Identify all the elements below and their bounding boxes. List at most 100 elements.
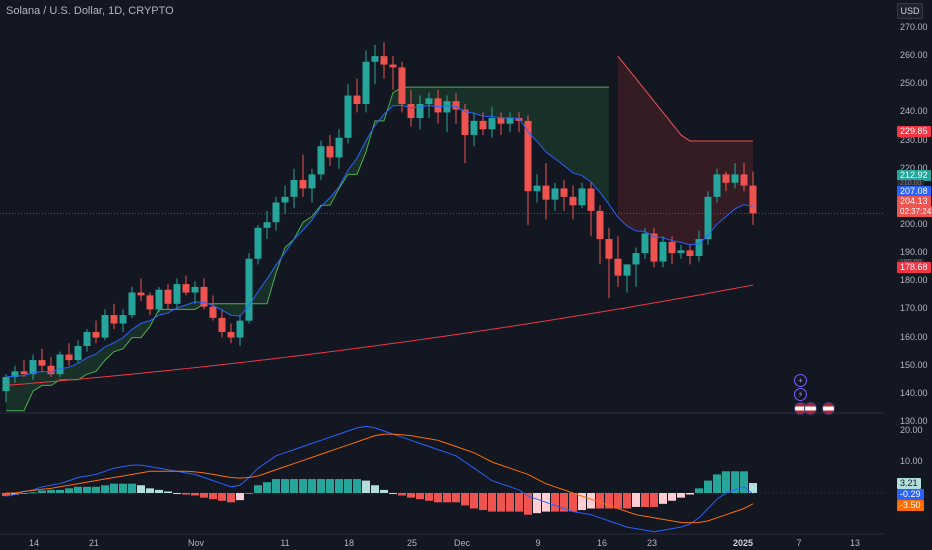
candle-body xyxy=(308,174,316,189)
histogram-bar xyxy=(11,493,19,495)
plus-circle-icon[interactable]: + xyxy=(794,374,807,387)
price-tick: 190.00 xyxy=(900,247,928,258)
candle-body xyxy=(542,185,550,200)
macd-line xyxy=(5,425,754,533)
candle-body xyxy=(65,354,73,361)
upper-channel-label: 229.85 xyxy=(897,126,931,137)
candle-body xyxy=(479,120,487,130)
histogram-bar xyxy=(443,493,451,503)
histogram-bar xyxy=(641,493,649,507)
candle-body xyxy=(524,120,532,192)
histogram-bar xyxy=(650,493,658,507)
lightning-icon[interactable]: ⚡ xyxy=(794,388,807,401)
histogram-bar xyxy=(164,491,172,493)
histogram-bar xyxy=(533,493,541,514)
histogram-bar xyxy=(83,486,91,493)
candle-body xyxy=(362,61,370,104)
histogram-bar xyxy=(218,493,226,501)
price-tick: 160.00 xyxy=(900,331,928,342)
histogram-bar xyxy=(299,479,307,493)
histogram-bar xyxy=(587,493,595,509)
histogram-bar xyxy=(380,489,388,493)
histogram-bar xyxy=(497,493,505,512)
time-tick: 21 xyxy=(88,538,100,548)
candle-body xyxy=(155,289,163,310)
histogram-bar xyxy=(182,493,190,495)
price-tick: 240.00 xyxy=(900,106,928,117)
price-tick: 270.00 xyxy=(900,22,928,32)
histogram-bar xyxy=(515,493,523,512)
candle-body xyxy=(650,233,658,262)
histogram-bar xyxy=(191,493,199,496)
histogram-bar xyxy=(290,479,298,493)
histogram-bar xyxy=(677,493,685,498)
time-tick: 2025 xyxy=(732,538,754,548)
histogram-bar xyxy=(713,474,721,493)
candle-body xyxy=(281,196,289,203)
candle-body xyxy=(488,118,496,130)
candle-body xyxy=(713,174,721,197)
symbol-title[interactable]: Solana / U.S. Dollar, 1D, CRYPTO xyxy=(6,5,174,17)
candle-body xyxy=(290,179,298,197)
time-tick: 9 xyxy=(535,538,541,548)
candle-body xyxy=(209,306,217,318)
price-tick: 250.00 xyxy=(900,78,928,89)
histogram-bar xyxy=(569,493,577,512)
candle-body xyxy=(272,202,280,223)
candle-body xyxy=(299,179,307,189)
histogram-bar xyxy=(389,493,397,494)
downtrend-channel-fill xyxy=(618,56,753,245)
histogram-bar xyxy=(632,493,640,507)
channel-overlay xyxy=(6,55,753,412)
histogram-bar xyxy=(128,483,136,493)
candle-body xyxy=(182,284,190,293)
histogram-bar xyxy=(524,493,532,515)
candle-body xyxy=(470,120,478,135)
candle-body xyxy=(668,241,676,254)
candle-body xyxy=(506,118,514,124)
price-tick: 220.00 xyxy=(900,162,928,173)
time-tick: 11 xyxy=(280,538,290,548)
histogram-bar xyxy=(551,493,559,512)
price-tick: 200.00 xyxy=(900,219,928,229)
candle-body xyxy=(740,174,748,186)
histogram-bar xyxy=(155,489,163,493)
currency-button[interactable]: USD xyxy=(897,3,923,19)
candle-body xyxy=(389,64,397,68)
oscillator-tick: 10.00 xyxy=(900,456,923,466)
candle-body xyxy=(434,98,442,113)
histogram-bar xyxy=(668,493,676,501)
us-flag-icon[interactable] xyxy=(804,402,817,415)
candle-body xyxy=(515,118,523,121)
histogram-bar xyxy=(227,493,235,503)
histogram-bar xyxy=(506,493,514,512)
histogram-bar xyxy=(740,471,748,493)
us-flag-icon[interactable] xyxy=(822,402,835,415)
candle-body xyxy=(20,371,28,375)
histogram-bar xyxy=(65,488,73,493)
price-tick: 170.00 xyxy=(900,303,928,314)
time-tick: 7 xyxy=(796,538,802,548)
histogram-bar xyxy=(119,483,127,493)
candle-body xyxy=(137,292,145,296)
candle-body xyxy=(614,258,622,276)
histogram-bar xyxy=(614,493,622,509)
candle-body xyxy=(254,227,262,259)
price-tick: 230.00 xyxy=(900,134,928,145)
histogram-bar xyxy=(38,490,46,493)
histogram-bar xyxy=(695,488,703,493)
candle-body xyxy=(749,185,757,214)
long-ma-price-label: 178.68 xyxy=(897,262,931,273)
candle-body xyxy=(551,188,559,200)
bar-countdown-label: 02:37:24 xyxy=(897,206,932,217)
histogram-bar xyxy=(488,493,496,512)
candle-body xyxy=(173,284,181,304)
time-tick: 13 xyxy=(849,538,861,548)
candle-body xyxy=(443,101,451,113)
histogram-bar xyxy=(731,471,739,493)
downtrend-stop-line xyxy=(617,55,753,142)
candle-body xyxy=(641,233,649,254)
histogram-bar xyxy=(659,493,667,504)
